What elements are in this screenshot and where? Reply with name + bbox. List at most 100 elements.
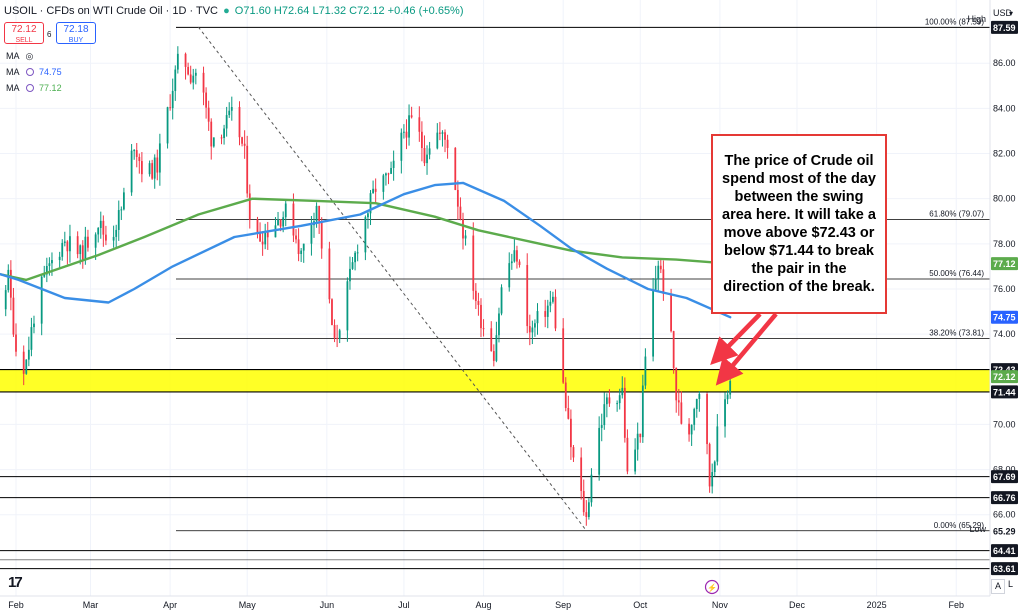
candle-body: [356, 252, 359, 254]
candle-body: [706, 394, 708, 445]
candle-body: [187, 66, 190, 75]
candle-body: [474, 290, 477, 301]
price-tag[interactable]: [991, 562, 1018, 576]
tradingview-logo-icon[interactable]: 17: [8, 574, 23, 591]
swing-zone-band: [0, 369, 990, 392]
x-tick-label: May: [239, 600, 257, 610]
price-tag[interactable]: [991, 257, 1018, 271]
symbol[interactable]: USOIL: [4, 5, 37, 17]
candle-body: [462, 218, 464, 239]
candle-body: [477, 300, 480, 305]
ma-blue-line: [0, 181, 732, 319]
price-tag[interactable]: [991, 544, 1018, 558]
x-tick-label: Aug: [476, 600, 492, 610]
candle-body: [66, 241, 69, 252]
trendline-line[interactable]: [198, 26, 587, 531]
price-tag[interactable]: [991, 524, 1018, 538]
candle-body: [672, 331, 675, 368]
candle-body: [133, 150, 136, 152]
high-label: High: [967, 14, 986, 24]
candle-body: [84, 236, 87, 261]
price-tag[interactable]: [991, 20, 1018, 34]
candle-body: [282, 217, 285, 227]
price-tag[interactable]: [991, 491, 1018, 505]
price-tag[interactable]: [991, 385, 1018, 399]
candle-body: [4, 290, 7, 310]
log-scale-button[interactable]: L: [1008, 579, 1014, 589]
moving-averages: [0, 181, 732, 319]
candle-body: [662, 269, 665, 294]
indicator-value: 77.12: [39, 83, 62, 93]
candle-body: [657, 265, 660, 280]
candle-body: [516, 250, 518, 262]
buy-button[interactable]: 72.18 BUY: [56, 22, 96, 44]
candle-body: [492, 351, 495, 361]
y-tick-label: 80.00: [993, 194, 1016, 204]
indicator-label: MA: [6, 83, 20, 93]
price-tag-label: 87.59: [993, 23, 1016, 33]
y-tick-label: 82.00: [993, 149, 1016, 159]
candle-body: [408, 115, 410, 138]
candle-body: [441, 132, 444, 134]
candle-body: [174, 69, 177, 91]
interval[interactable]: 1D: [172, 5, 187, 17]
candle-body: [549, 301, 552, 306]
candle-body: [400, 132, 403, 161]
candle-body: [567, 407, 570, 419]
candle-body: [261, 241, 264, 245]
candle-body: [552, 296, 554, 302]
sell-button[interactable]: 72.12 SELL: [4, 22, 44, 44]
candle-body: [500, 287, 503, 314]
candle-body: [351, 262, 354, 269]
auto-scale-button[interactable]: A: [991, 579, 1005, 594]
candle-body: [331, 299, 333, 326]
candle-body: [151, 163, 154, 179]
indicator-row-1[interactable]: MA ◎: [6, 51, 33, 62]
x-tick-label: Apr: [163, 600, 177, 610]
candle-body: [618, 395, 621, 404]
candle-body: [320, 220, 323, 249]
candle-body: [69, 236, 71, 252]
price-tag[interactable]: [991, 470, 1018, 484]
spread: 6: [47, 30, 52, 39]
candle-body: [122, 192, 125, 210]
x-tick-label: Sep: [555, 600, 571, 610]
candle-body: [264, 232, 267, 245]
price-tag[interactable]: [991, 310, 1018, 324]
lightning-event-icon[interactable]: [704, 579, 720, 595]
candle-body: [562, 328, 565, 383]
candle-body: [508, 263, 511, 288]
candle-body: [374, 188, 377, 192]
candle-body: [279, 219, 282, 227]
candle-body: [708, 444, 711, 487]
price-tag-label: 66.76: [993, 493, 1016, 503]
candle-body: [695, 398, 698, 410]
trendline[interactable]: [198, 26, 587, 531]
candle-body: [531, 327, 534, 333]
candle-body: [158, 143, 161, 173]
settings-circle-icon[interactable]: [25, 68, 34, 76]
fibonacci-levels: 100.00% (87.59) 61.80% (79.07) 50.00% (76.…: [176, 17, 990, 532]
candle-body: [292, 203, 295, 236]
candle-body: [675, 367, 678, 401]
candle-body: [349, 268, 351, 282]
candle-body: [387, 173, 390, 175]
price-tag-label: 67.69: [993, 472, 1016, 482]
candle-body: [652, 289, 655, 357]
price-tag-label: 72.12: [993, 372, 1016, 382]
candle-body: [354, 252, 357, 263]
y-tick-label: 66.00: [993, 510, 1016, 520]
candle-body: [444, 132, 446, 140]
candle-body: [30, 327, 33, 350]
price-tag[interactable]: [991, 370, 1018, 384]
indicator-row-2[interactable]: MA 74.75: [6, 67, 62, 77]
low-label: Low: [969, 524, 986, 534]
market-status-icon: ●: [223, 5, 230, 17]
candle-body: [248, 193, 251, 220]
settings-circle-icon[interactable]: [25, 84, 34, 92]
lightning-glyph: ⚡: [707, 583, 717, 593]
candle-body: [639, 433, 642, 438]
indicator-row-3[interactable]: MA 77.12: [6, 83, 62, 93]
eye-icon[interactable]: ◎: [25, 51, 34, 61]
annotation-text: The price of Crude oil spend most of the…: [722, 153, 876, 295]
